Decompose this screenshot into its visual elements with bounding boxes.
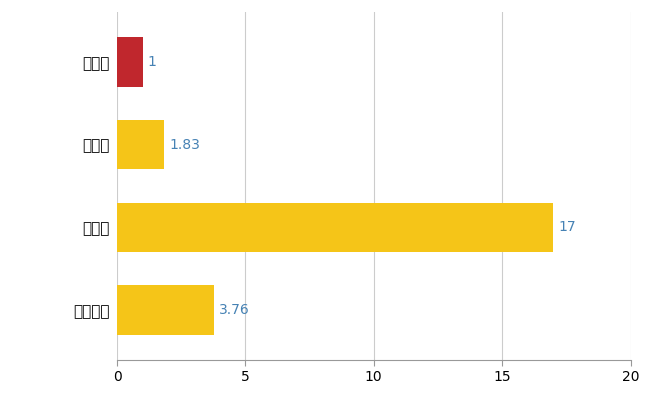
Text: 1.83: 1.83 (169, 138, 200, 152)
Text: 3.76: 3.76 (218, 303, 250, 317)
Bar (117, 202, 554, 252)
Text: 17: 17 (558, 220, 577, 234)
Text: 1: 1 (148, 55, 157, 69)
Bar (117, 37, 143, 86)
Bar (117, 286, 214, 335)
Bar (117, 120, 164, 170)
